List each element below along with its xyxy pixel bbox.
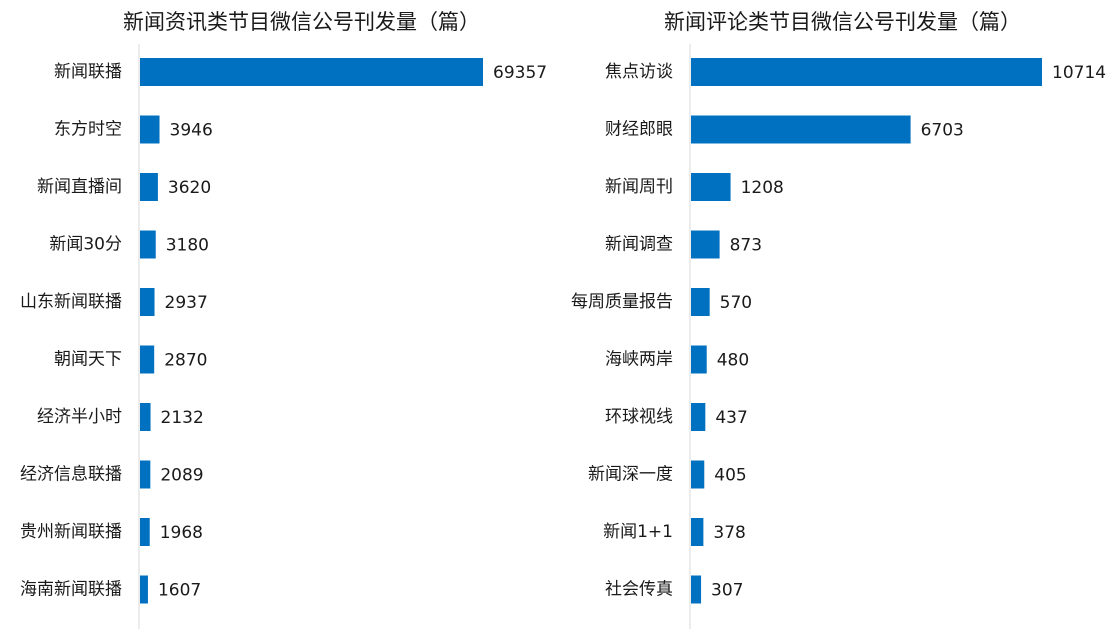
right-bar — [691, 288, 710, 316]
left-value-label: 1607 — [158, 581, 201, 601]
right-bar — [691, 58, 1042, 86]
left-category-label: 东方时空 — [54, 120, 122, 140]
right-value-label: 873 — [730, 236, 762, 256]
left-value-label: 69357 — [493, 63, 547, 83]
left-value-label: 2870 — [164, 351, 207, 371]
left-bar — [140, 345, 155, 374]
left-value-label: 2089 — [160, 466, 203, 486]
right-category-label: 新闻调查 — [605, 235, 673, 255]
left-bar — [140, 518, 150, 546]
left-bar — [140, 58, 483, 86]
left-bar-chart: 新闻联播 69357 东方时空 3946 新闻直播间 3620 新闻30分 3180 山东新闻联… — [20, 44, 547, 629]
right-category-label: 新闻周刊 — [605, 177, 673, 197]
right-category-label: 环球视线 — [605, 407, 673, 427]
left-category-label: 新闻直播间 — [37, 177, 122, 197]
right-value-label: 378 — [713, 523, 745, 543]
right-value-label: 480 — [717, 351, 749, 371]
left-category-label: 新闻联播 — [54, 62, 122, 82]
right-bar — [691, 403, 706, 431]
left-category-label: 山东新闻联播 — [20, 292, 122, 312]
right-chart-title: 新闻评论类节目微信公号刊发量（篇） — [664, 10, 1021, 34]
left-value-label: 2132 — [161, 408, 204, 428]
left-bar — [140, 460, 151, 489]
right-bar — [691, 518, 704, 546]
right-value-label: 10714 — [1052, 63, 1106, 83]
right-bar — [691, 115, 911, 144]
left-bar — [140, 403, 151, 431]
right-category-label: 焦点访谈 — [605, 62, 673, 82]
right-category-label: 社会传真 — [605, 580, 673, 600]
right-value-label: 6703 — [921, 121, 964, 141]
left-value-label: 3620 — [168, 178, 211, 198]
left-category-label: 经济半小时 — [37, 407, 122, 427]
left-chart-title: 新闻资讯类节目微信公号刊发量（篇） — [123, 10, 480, 34]
right-category-label: 每周质量报告 — [571, 292, 673, 312]
left-category-label: 经济信息联播 — [20, 465, 122, 485]
right-bar — [691, 460, 705, 489]
left-category-label: 贵州新闻联播 — [20, 522, 122, 542]
right-value-label: 1208 — [741, 178, 784, 198]
right-value-label: 437 — [715, 408, 747, 428]
right-category-label: 海峡两岸 — [605, 350, 673, 370]
left-value-label: 2937 — [165, 293, 208, 313]
right-bar — [691, 575, 702, 604]
left-bar — [140, 230, 156, 259]
right-value-label: 405 — [714, 466, 746, 486]
right-value-label: 307 — [711, 581, 743, 601]
right-value-label: 570 — [720, 293, 752, 313]
right-bar — [691, 230, 720, 259]
right-category-label: 新闻1+1 — [603, 522, 673, 542]
right-bar-chart: 焦点访谈 10714 财经郎眼 6703 新闻周刊 1208 新闻调查 873 每周质量报告 57… — [571, 44, 1106, 629]
left-bar — [140, 173, 158, 201]
right-bar — [691, 173, 731, 201]
left-value-label: 1968 — [160, 523, 203, 543]
left-bar — [140, 575, 148, 604]
left-bar — [140, 288, 155, 316]
left-category-label: 新闻30分 — [49, 235, 122, 255]
left-value-label: 3180 — [166, 236, 209, 256]
right-category-label: 财经郎眼 — [605, 120, 673, 140]
left-bar — [140, 115, 160, 144]
left-category-label: 朝闻天下 — [54, 350, 122, 370]
right-bar — [691, 345, 707, 374]
left-category-label: 海南新闻联播 — [20, 580, 122, 600]
left-value-label: 3946 — [170, 121, 213, 141]
right-category-label: 新闻深一度 — [588, 465, 673, 485]
